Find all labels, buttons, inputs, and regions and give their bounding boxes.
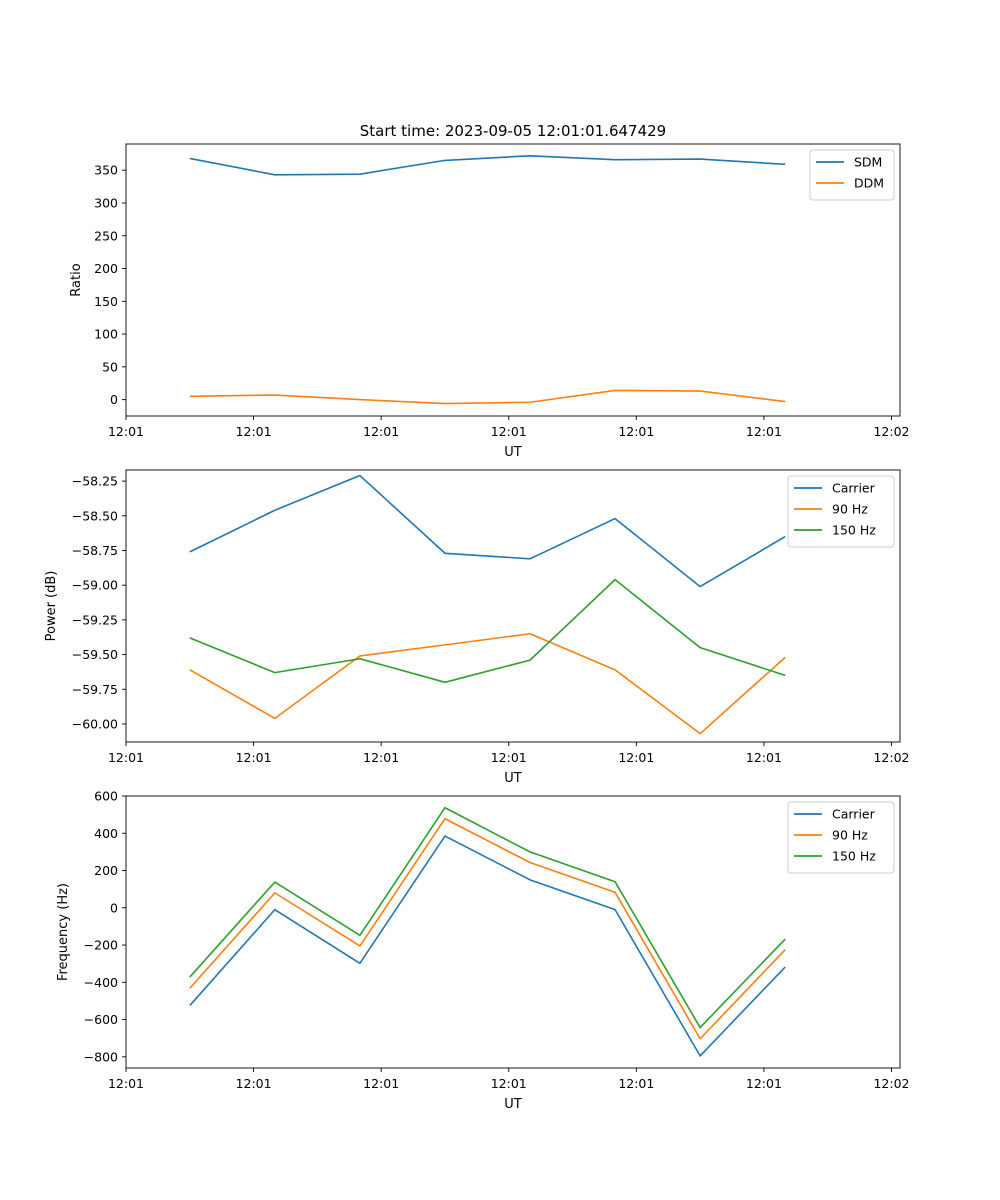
y-tick-label: −600 xyxy=(84,1012,118,1027)
x-tick-label: 12:01 xyxy=(236,424,272,439)
axes-frame xyxy=(126,796,900,1068)
legend-label: 150 Hz xyxy=(832,523,876,538)
series-line-90-hz xyxy=(190,634,785,734)
y-tick-label: 300 xyxy=(94,195,118,210)
x-tick-label: 12:01 xyxy=(746,750,782,765)
y-tick-label: 200 xyxy=(94,261,118,276)
x-tick-label: 12:01 xyxy=(236,750,272,765)
legend-label: 90 Hz xyxy=(832,828,868,843)
legend-label: SDM xyxy=(854,155,882,170)
y-tick-label: −400 xyxy=(84,975,118,990)
y-tick-label: 0 xyxy=(110,392,118,407)
x-axis-label: UT xyxy=(504,771,522,786)
legend: Carrier 90 Hz 150 Hz xyxy=(788,802,894,873)
x-tick-label: 12:02 xyxy=(873,424,909,439)
series-line-150-hz xyxy=(190,580,785,683)
y-tick-label: −59.75 xyxy=(72,682,118,697)
x-tick-label: 12:01 xyxy=(746,1076,782,1091)
x-tick-label: 12:01 xyxy=(618,424,654,439)
x-tick-label: 12:01 xyxy=(491,424,527,439)
x-tick-label: 12:01 xyxy=(363,750,399,765)
y-tick-label: −58.25 xyxy=(72,474,118,489)
series-line-90-hz xyxy=(190,819,785,1039)
x-axis-label: UT xyxy=(504,1097,522,1112)
y-tick-label: 600 xyxy=(94,789,118,804)
chart-panel-3: 12:01 12:01 12:01 12:01 12:01 12:01 12:02 −800 −… xyxy=(56,789,910,1113)
x-axis-label: UT xyxy=(504,445,522,460)
y-tick-label: 50 xyxy=(102,359,118,374)
x-tick-label: 12:01 xyxy=(108,424,144,439)
legend-label: Carrier xyxy=(832,807,876,822)
series-line-carrier xyxy=(190,836,785,1056)
y-tick-label: −59.00 xyxy=(72,578,118,593)
legend-label: 150 Hz xyxy=(832,849,876,864)
y-tick-label: 0 xyxy=(110,900,118,915)
x-tick-label: 12:02 xyxy=(873,1076,909,1091)
y-tick-label: 350 xyxy=(94,163,118,178)
legend: SDM DDM xyxy=(810,150,894,200)
x-tick-label: 12:01 xyxy=(618,1076,654,1091)
y-tick-label: −59.50 xyxy=(72,647,118,662)
y-axis-label: Ratio xyxy=(69,263,84,296)
y-axis-label: Power (dB) xyxy=(44,571,59,642)
figure: 12:01 12:01 12:01 12:01 12:01 12:01 12:02 0 50 10… xyxy=(0,0,1000,1200)
x-tick-label: 12:01 xyxy=(746,424,782,439)
chart-panel-2: 12:01 12:01 12:01 12:01 12:01 12:01 12:02 −60.0… xyxy=(44,470,910,786)
x-tick-label: 12:01 xyxy=(236,1076,272,1091)
x-tick-label: 12:01 xyxy=(108,1076,144,1091)
chart-panel-1: 12:01 12:01 12:01 12:01 12:01 12:01 12:02 0 50 10… xyxy=(69,122,910,460)
y-tick-label: 400 xyxy=(94,826,118,841)
y-tick-label: 200 xyxy=(94,863,118,878)
series-line-sdm xyxy=(190,156,785,175)
x-tick-label: 12:01 xyxy=(491,1076,527,1091)
x-tick-label: 12:01 xyxy=(363,424,399,439)
axes-frame xyxy=(126,470,900,742)
legend-label: DDM xyxy=(854,176,884,191)
series-line-ddm xyxy=(190,390,785,403)
legend-label: 90 Hz xyxy=(832,502,868,517)
y-tick-label: 100 xyxy=(94,327,118,342)
y-tick-label: −800 xyxy=(84,1049,118,1064)
y-tick-label: 150 xyxy=(94,294,118,309)
chart-title: Start time: 2023-09-05 12:01:01.647429 xyxy=(360,122,666,140)
x-tick-label: 12:02 xyxy=(873,750,909,765)
y-tick-label: −200 xyxy=(84,938,118,953)
legend-label: Carrier xyxy=(832,481,876,496)
x-tick-label: 12:01 xyxy=(363,1076,399,1091)
y-tick-label: −60.00 xyxy=(72,716,118,731)
y-tick-label: −58.75 xyxy=(72,543,118,558)
x-tick-label: 12:01 xyxy=(618,750,654,765)
axes-frame xyxy=(126,144,900,416)
y-tick-label: 250 xyxy=(94,228,118,243)
legend: Carrier 90 Hz 150 Hz xyxy=(788,476,894,547)
y-axis-label: Frequency (Hz) xyxy=(56,883,71,981)
series-line-carrier xyxy=(190,476,785,587)
x-tick-label: 12:01 xyxy=(108,750,144,765)
y-tick-label: −58.50 xyxy=(72,508,118,523)
y-tick-label: −59.25 xyxy=(72,612,118,627)
x-tick-label: 12:01 xyxy=(491,750,527,765)
